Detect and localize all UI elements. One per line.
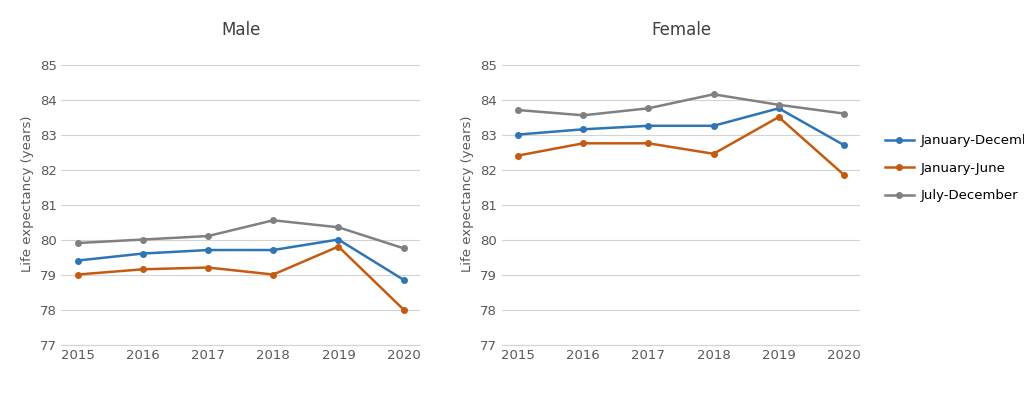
January-June	[838, 172, 850, 177]
Y-axis label: Life expectancy (years): Life expectancy (years)	[22, 116, 34, 272]
July-December	[772, 103, 784, 107]
July-December	[512, 108, 524, 112]
July-December	[578, 113, 590, 118]
January-December	[772, 106, 784, 110]
Title: Female: Female	[651, 21, 711, 39]
January-December	[708, 124, 720, 128]
January-June	[708, 151, 720, 156]
Line: January-December: January-December	[515, 105, 847, 148]
January-December	[578, 127, 590, 132]
Line: July-December: July-December	[515, 91, 847, 118]
January-June	[512, 153, 524, 158]
Y-axis label: Life expectancy (years): Life expectancy (years)	[462, 116, 474, 272]
Title: Male: Male	[221, 21, 260, 39]
July-December	[642, 106, 654, 110]
January-June	[772, 115, 784, 120]
July-December	[838, 111, 850, 116]
July-December	[708, 92, 720, 97]
Legend: January-December, January-June, July-December: January-December, January-June, July-Dec…	[885, 134, 1024, 202]
January-June	[642, 141, 654, 146]
January-December	[838, 143, 850, 147]
Line: January-June: January-June	[515, 114, 847, 177]
January-December	[642, 124, 654, 128]
January-December	[512, 132, 524, 137]
January-June	[578, 141, 590, 146]
